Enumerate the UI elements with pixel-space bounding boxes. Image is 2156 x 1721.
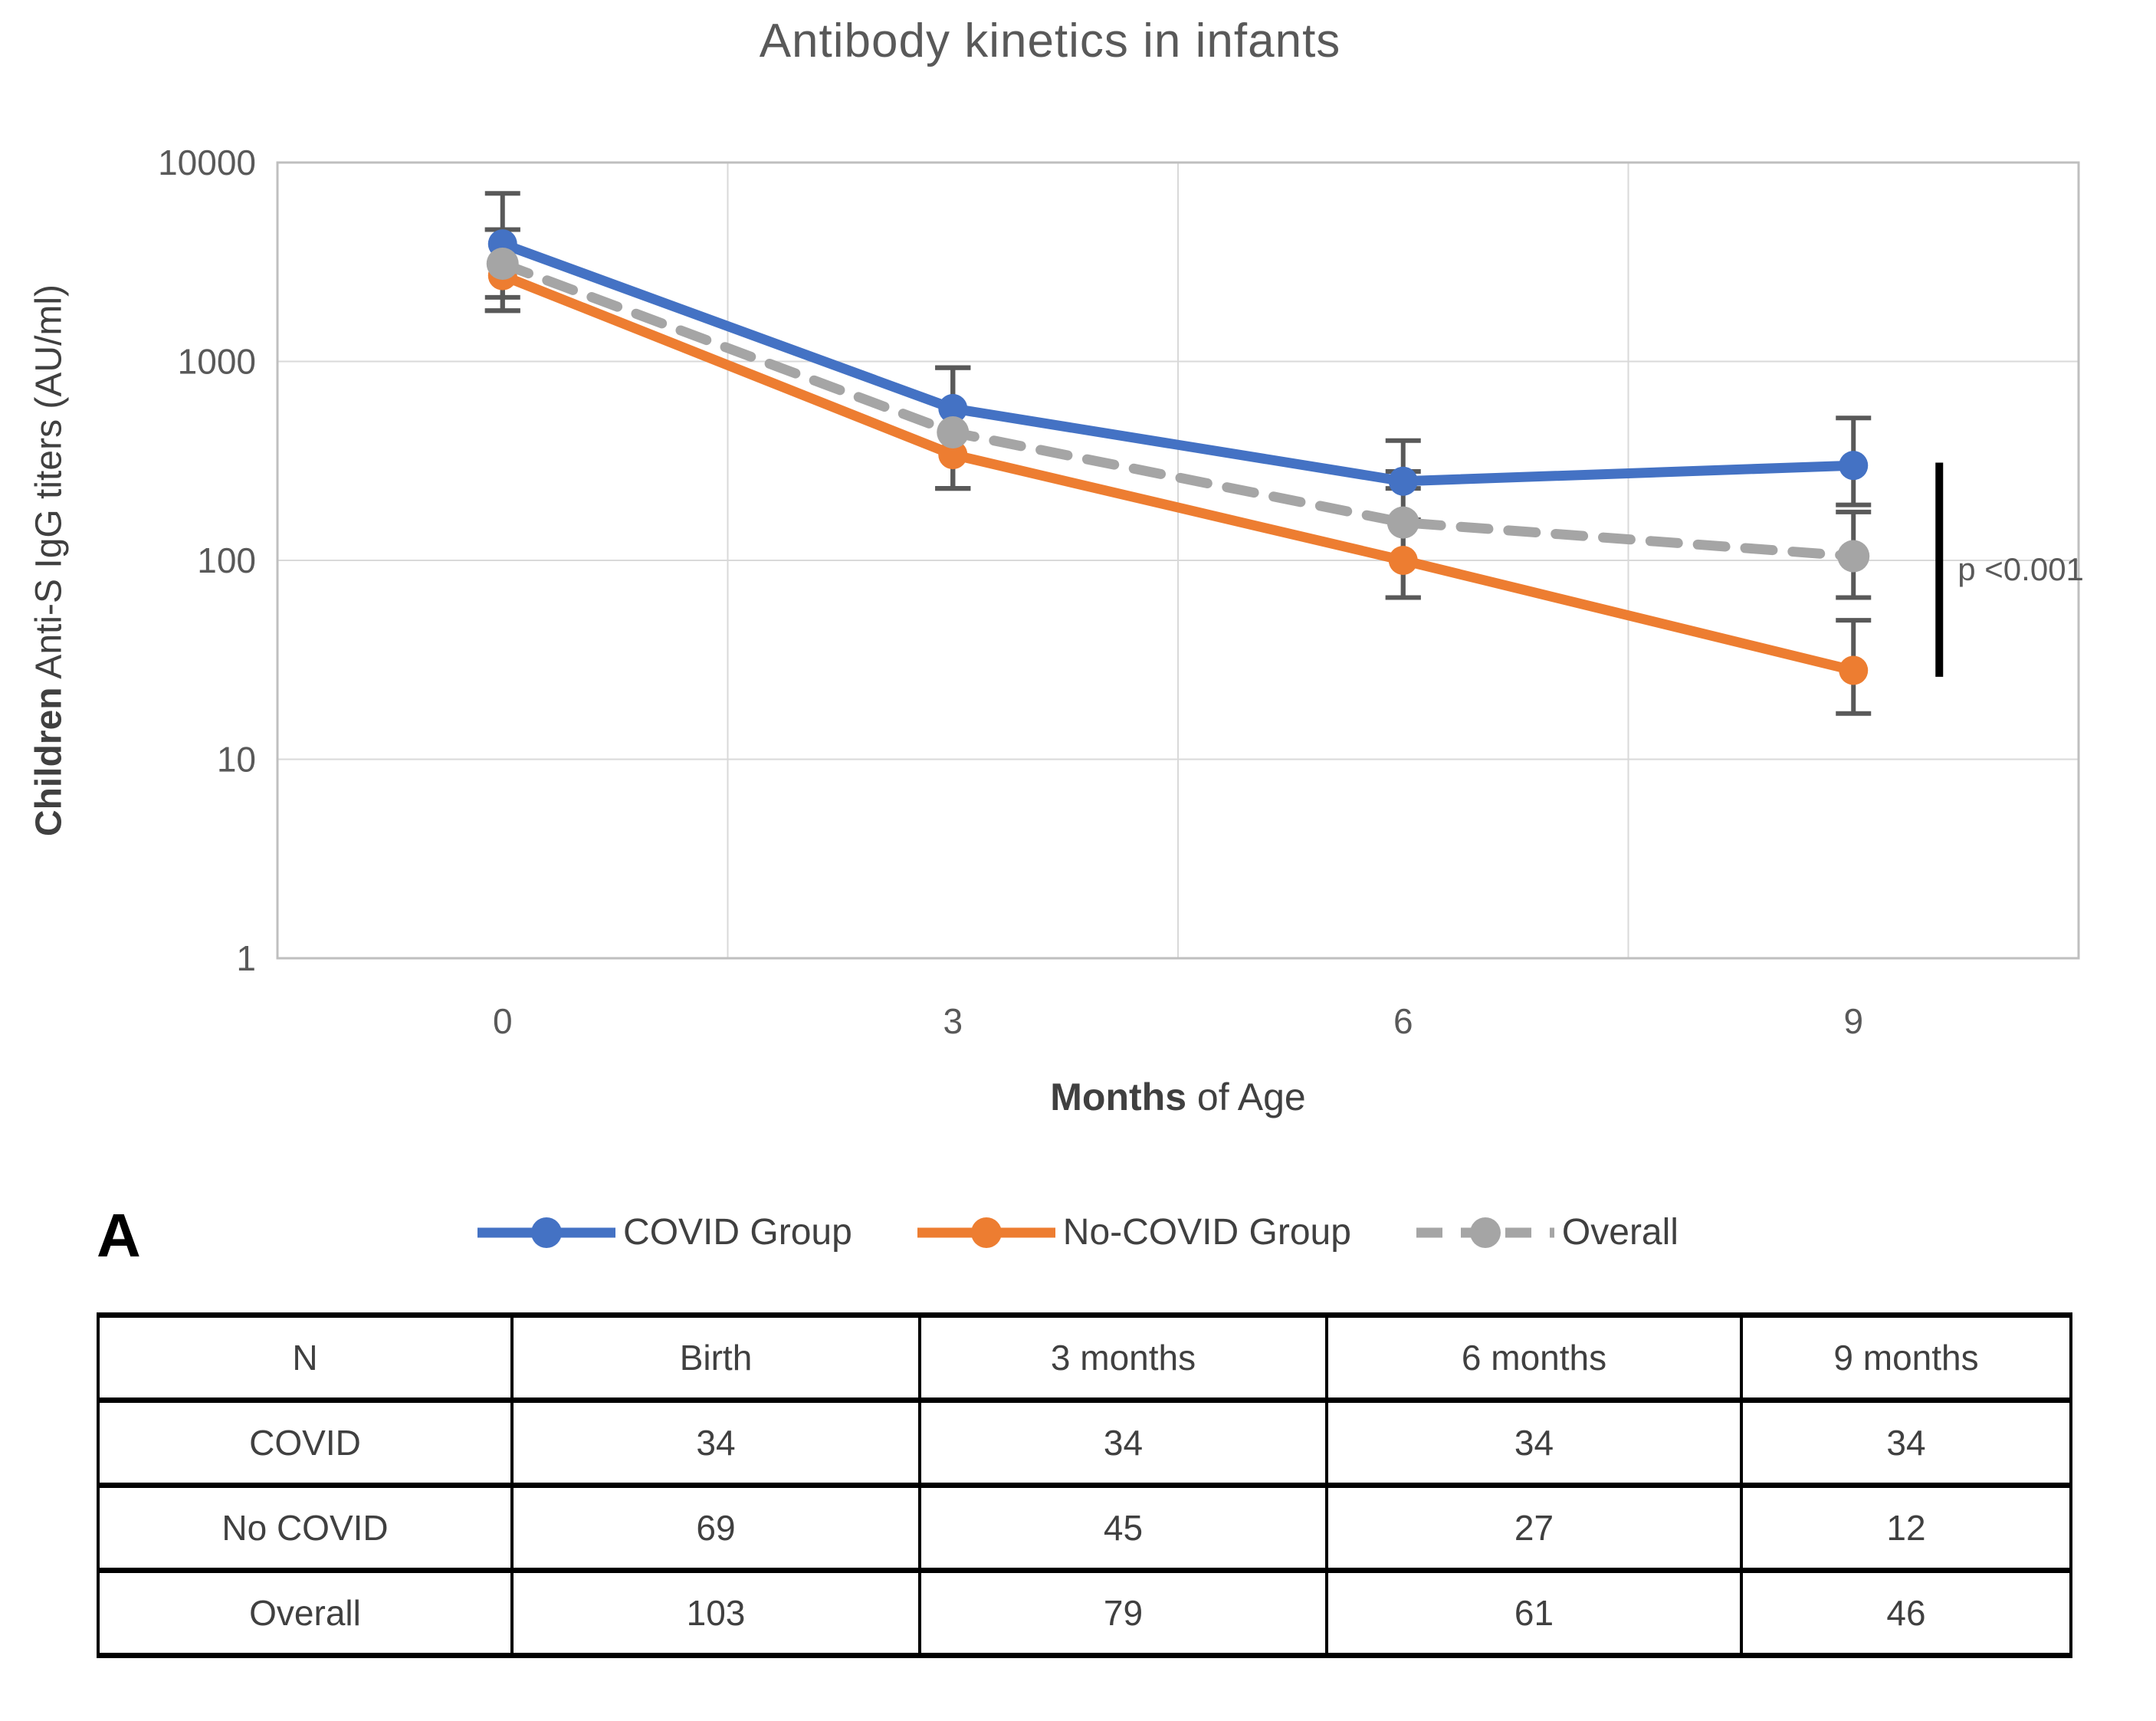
table-header-birth: Birth [510,1312,921,1403]
table-header-3-months: 3 months [918,1312,1328,1403]
svg-text:9: 9 [1843,1001,1863,1041]
table-cell: 27 [1325,1483,1743,1573]
table-row-no-covid: No COVID 69 45 27 12 [97,1483,2072,1573]
p-value-annotation: p <0.001 [1935,462,2084,677]
table-cell: 12 [1740,1483,2072,1573]
gridlines [276,161,2080,960]
x-axis-title-bold: Months [1050,1076,1187,1118]
table-cell: 45 [918,1483,1328,1573]
y-tick-labels: 10000 1000 100 10 1 [158,143,256,978]
svg-text:1: 1 [236,938,256,978]
svg-text:10000: 10000 [158,143,256,182]
sample-size-table: N Birth 3 months 6 months 9 months COVID… [97,1312,2072,1658]
legend-item-overall: Overall [1416,1211,1679,1253]
p-value-label: p <0.001 [1957,551,2084,587]
series-overall [486,247,1870,573]
row-label: COVID [97,1397,514,1488]
panel-label: A [97,1201,141,1269]
table-cell: 34 [918,1397,1328,1488]
svg-text:0: 0 [493,1001,513,1041]
table-cell: 46 [1740,1568,2072,1658]
table-header-6-months: 6 months [1325,1312,1743,1403]
legend-label-no-covid-group: No-COVID Group [1062,1212,1351,1253]
covid-group-line-icon [477,1217,616,1248]
legend-item-no-covid-group: No-COVID Group [917,1211,1351,1253]
svg-text:6: 6 [1393,1001,1413,1041]
legend-label-overall: Overall [1561,1212,1679,1253]
table-cell: 34 [510,1397,921,1488]
row-label: No COVID [97,1483,514,1573]
svg-text:3: 3 [943,1001,963,1041]
legend: COVID Group No-COVID Group Overall [0,1211,2156,1253]
table-cell: 34 [1325,1397,1743,1488]
table-cell: 34 [1740,1397,2072,1488]
svg-text:1000: 1000 [178,342,256,382]
table-cell: 103 [510,1568,921,1658]
row-label: Overall [97,1568,514,1658]
x-axis-title-rest: of Age [1186,1076,1306,1118]
series-covid-group [487,229,1869,496]
svg-text:10: 10 [217,740,256,780]
table-cell: 61 [1325,1568,1743,1658]
x-tick-labels: 0 3 6 9 [493,1001,1863,1041]
table-header-row: N Birth 3 months 6 months 9 months [97,1312,2072,1403]
legend-label-covid-group: COVID Group [623,1212,852,1253]
chart-title: Antibody kinetics in infants [759,15,1341,67]
table-cell: 79 [918,1568,1328,1658]
svg-text:100: 100 [197,540,256,580]
x-axis-title: Months of Age [277,1075,2079,1119]
legend-item-covid-group: COVID Group [477,1211,852,1253]
table-cell: 69 [510,1483,921,1573]
table-row-overall: Overall 103 79 61 46 [97,1568,2072,1658]
table-header-n: N [97,1312,514,1403]
table-row-covid: COVID 34 34 34 34 [97,1397,2072,1488]
no-covid-group-line-icon [917,1217,1055,1248]
series-no-covid-group [487,261,1869,685]
table-header-9-months: 9 months [1740,1312,2072,1403]
overall-line-icon [1416,1217,1554,1248]
